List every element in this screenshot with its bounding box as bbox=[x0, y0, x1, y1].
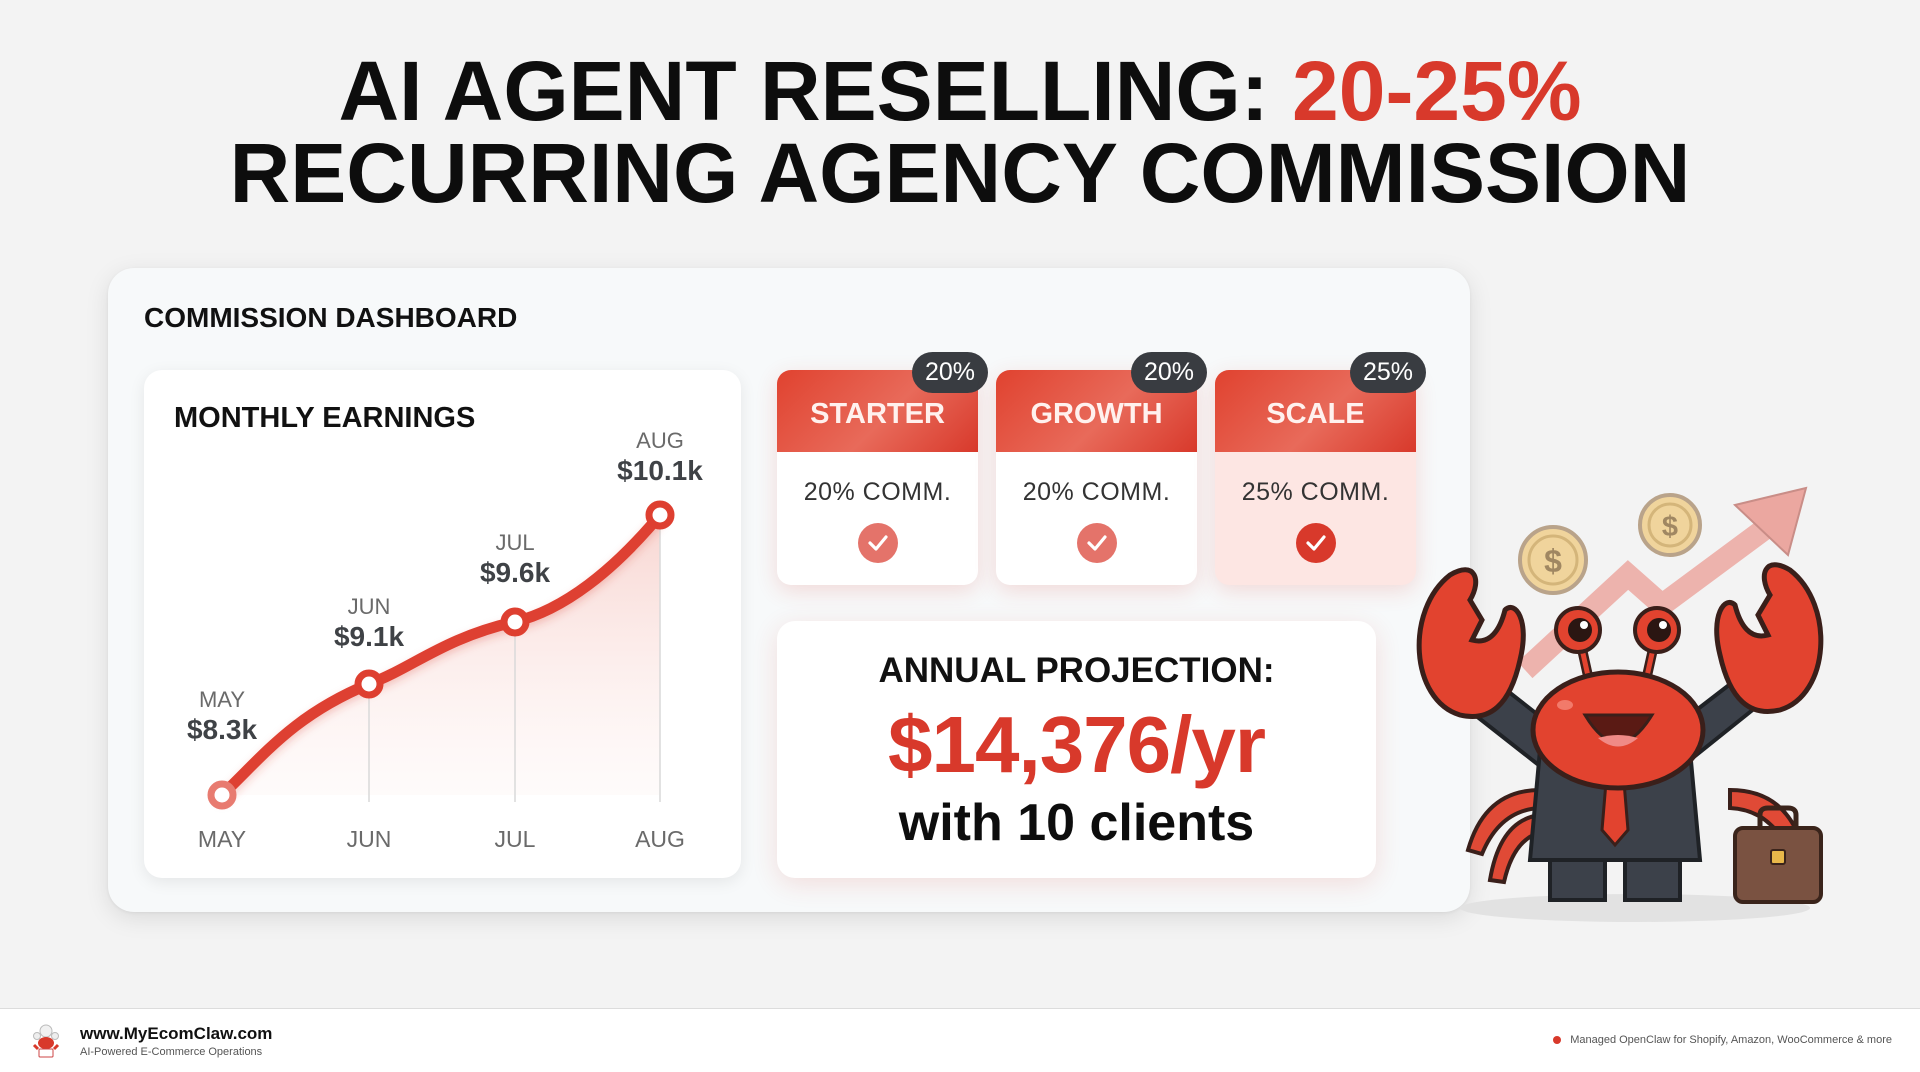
dashboard-title: COMMISSION DASHBOARD bbox=[144, 302, 518, 333]
x-axis-label: JUN bbox=[346, 826, 392, 852]
x-axis-label: MAY bbox=[197, 826, 247, 852]
line-chart-plot bbox=[207, 500, 675, 810]
data-point-jun bbox=[354, 669, 384, 699]
earnings-line bbox=[216, 509, 666, 801]
dollar-coin-icon: $ bbox=[1518, 525, 1588, 595]
point-month-label: MAY bbox=[198, 687, 246, 712]
check-icon bbox=[1295, 523, 1336, 563]
tier-name: GROWTH bbox=[996, 370, 1197, 452]
crab-claw-right bbox=[1714, 562, 1824, 714]
check-icon bbox=[1076, 523, 1117, 563]
monthly-earnings-chart: MONTHLY EARNINGS MAY $8.3k JUN $9.1k JUL… bbox=[144, 370, 741, 878]
dollar-coin-icon: $ bbox=[1638, 493, 1702, 557]
tier-percent-badge: 20% bbox=[912, 352, 988, 393]
footer-bar: www.MyEcomClaw.com AI-Powered E-Commerce… bbox=[0, 1008, 1920, 1072]
point-value-label: $10.1k bbox=[617, 455, 703, 486]
x-axis-label: AUG bbox=[635, 826, 685, 852]
footer-note-text: Managed OpenClaw for Shopify, Amazon, Wo… bbox=[1570, 1034, 1892, 1046]
footer-tagline: AI-Powered E-Commerce Operations bbox=[80, 1046, 263, 1058]
data-point-jul bbox=[500, 607, 530, 637]
crab-mascot-illustration: $ $ bbox=[1416, 486, 1824, 922]
tier-percent-badge: 20% bbox=[1131, 352, 1207, 393]
footer-site-link[interactable]: www.MyEcomClaw.com bbox=[80, 1024, 273, 1043]
page-title: AI AGENT RESELLING: 20-25% RECURRING AGE… bbox=[0, 49, 1920, 220]
projection-subtitle: with 10 clients bbox=[898, 794, 1255, 852]
title-accent-range: 20-25% bbox=[1292, 44, 1582, 138]
annual-projection-card: ANNUAL PROJECTION: $14,376/yr with 10 cl… bbox=[777, 621, 1376, 878]
tier-commission: 20% COMM. bbox=[803, 478, 952, 506]
bullet-dot-icon bbox=[1553, 1036, 1562, 1044]
tier-commission: 25% COMM. bbox=[1241, 478, 1390, 506]
point-value-label: $8.3k bbox=[186, 714, 258, 745]
crab-logo-icon bbox=[32, 1024, 60, 1058]
crab-head bbox=[1530, 606, 1706, 791]
tier-card-scale: SCALE 25% 25% COMM. bbox=[1215, 352, 1426, 585]
projection-value: $14,376/yr bbox=[887, 700, 1266, 789]
ground-shadow bbox=[1460, 894, 1810, 922]
crab-claw-left bbox=[1416, 567, 1526, 719]
data-point-may bbox=[207, 780, 237, 810]
title-line-2: RECURRING AGENCY COMMISSION bbox=[229, 126, 1691, 220]
point-value-label: $9.1k bbox=[333, 621, 405, 652]
svg-text:$: $ bbox=[1662, 511, 1678, 543]
tier-card-starter: STARTER 20% 20% COMM. bbox=[777, 352, 988, 585]
briefcase-icon bbox=[1733, 805, 1823, 904]
title-prefix: AI AGENT RESELLING: bbox=[338, 44, 1293, 138]
check-icon bbox=[857, 523, 898, 563]
tier-commission: 20% COMM. bbox=[1022, 478, 1171, 506]
point-month-label: AUG bbox=[636, 428, 684, 453]
point-month-label: JUN bbox=[347, 594, 391, 619]
data-point-aug bbox=[645, 500, 675, 530]
x-axis-label: JUL bbox=[494, 826, 536, 852]
title-line-1: AI AGENT RESELLING: 20-25% bbox=[0, 49, 1920, 133]
projection-label: ANNUAL PROJECTION: bbox=[878, 651, 1275, 690]
tier-percent-badge: 25% bbox=[1350, 352, 1426, 393]
crab-legs bbox=[1465, 787, 1805, 885]
footer-note: Managed OpenClaw for Shopify, Amazon, Wo… bbox=[1553, 1034, 1892, 1046]
point-value-label: $9.6k bbox=[479, 557, 551, 588]
chart-title: MONTHLY EARNINGS bbox=[174, 402, 476, 434]
point-month-label: JUL bbox=[495, 530, 535, 555]
tier-name: STARTER bbox=[777, 370, 978, 452]
svg-text:$: $ bbox=[1544, 543, 1562, 579]
tier-card-growth: GROWTH 20% 20% COMM. bbox=[996, 352, 1207, 585]
area-fill bbox=[222, 515, 660, 795]
